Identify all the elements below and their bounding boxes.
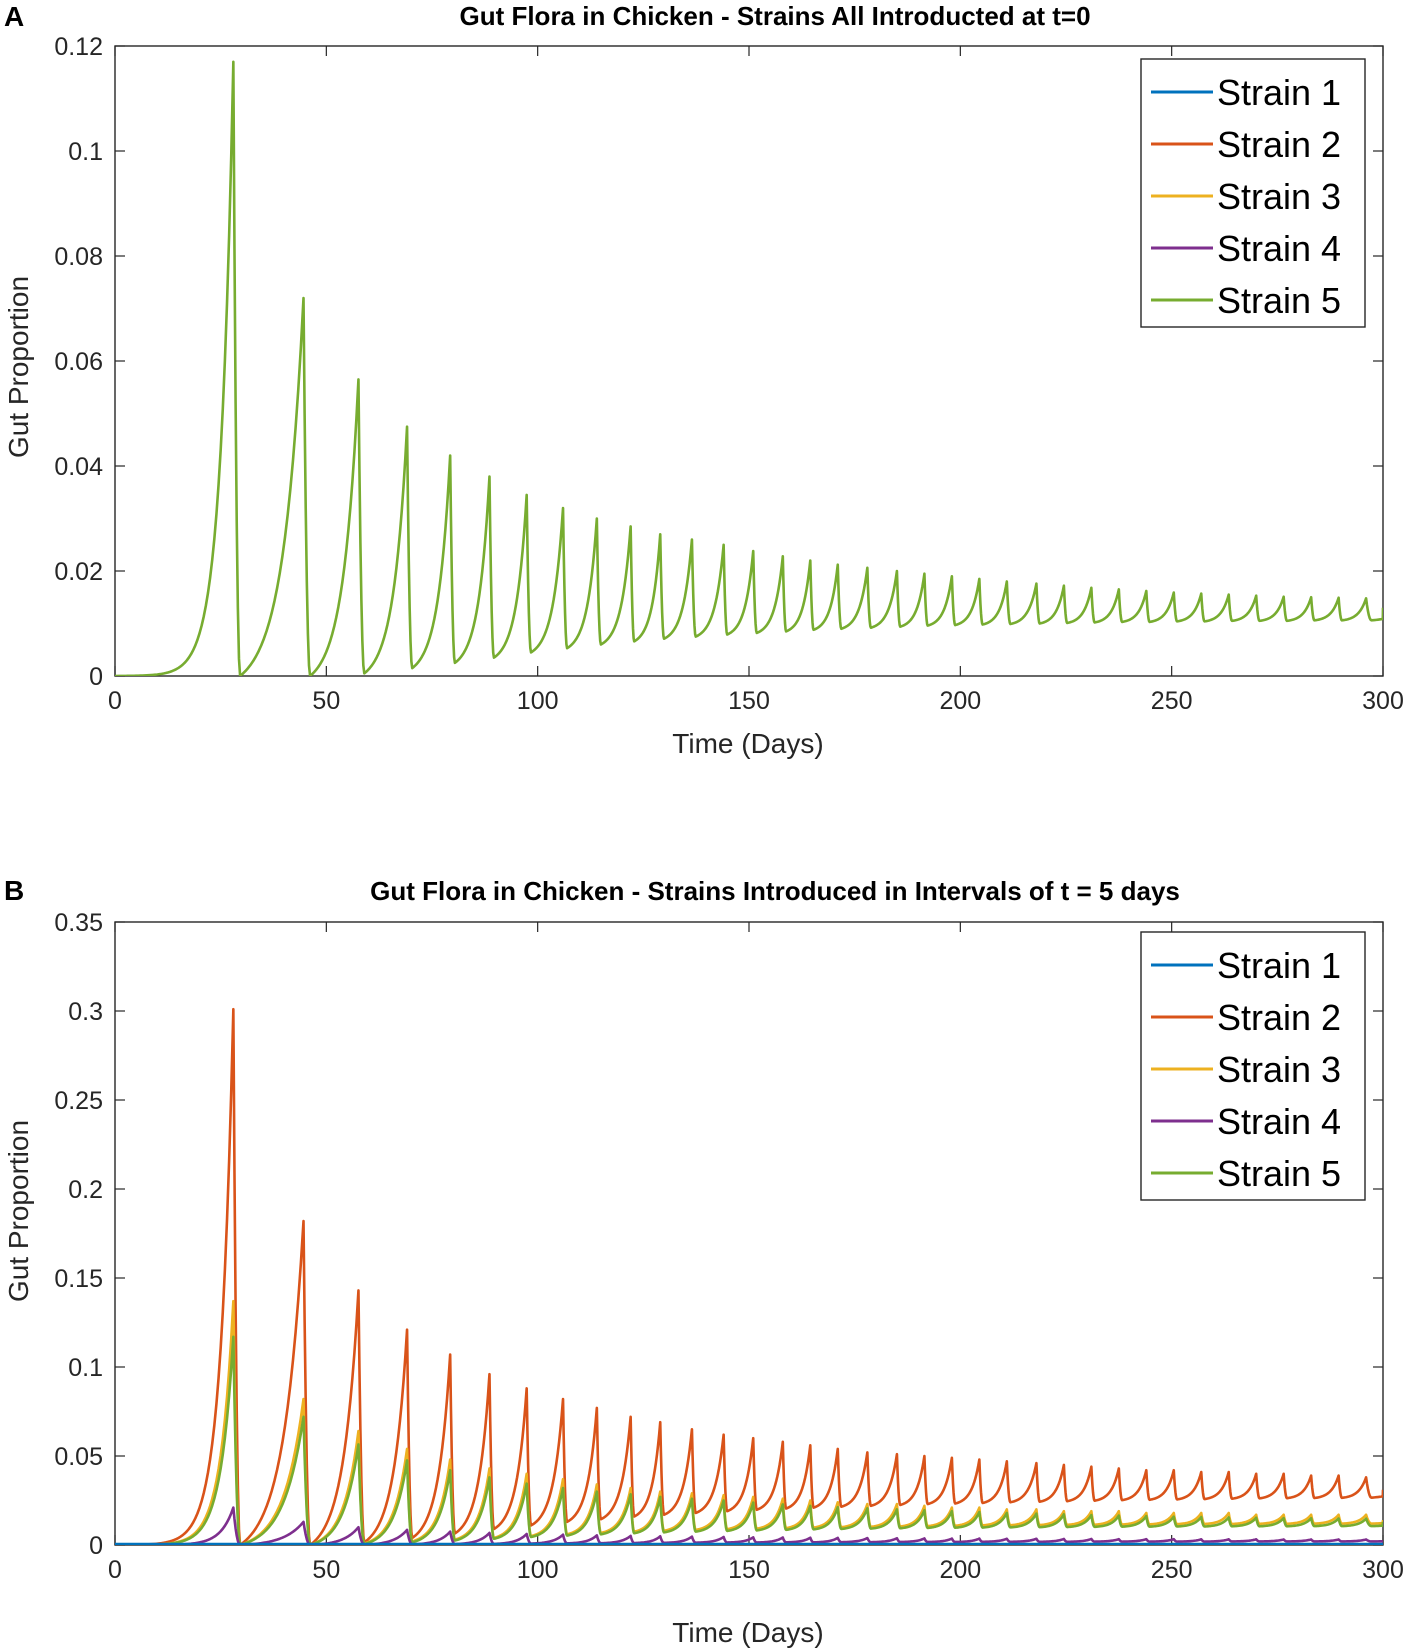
series-group-a — [115, 60, 1383, 676]
legend-a: Strain 1 Strain 2 Strain 3 Strain 4 Strain 5 — [1140, 58, 1366, 328]
x-tick-label-a: 150 — [728, 687, 770, 715]
y-tick-label-a: 0.12 — [54, 33, 103, 61]
y-tick-label-a: 0.08 — [54, 243, 103, 271]
panel-label-a: A — [4, 1, 24, 32]
y-tick-label-a: 0.02 — [54, 558, 103, 586]
x-tick-label-a: 250 — [1151, 687, 1193, 715]
y-tick-label-a: 0 — [89, 663, 103, 691]
y-tick-label-a: 0.1 — [68, 138, 103, 166]
series-line-strain-2 — [115, 1007, 1383, 1545]
legend-label-a: Strain 1 — [1217, 72, 1341, 113]
x-tick-label-b: 150 — [728, 1556, 770, 1584]
y-tick-label-b: 0 — [89, 1532, 103, 1560]
y-tick-label-a: 0.06 — [54, 348, 103, 376]
x-tick-label-b: 250 — [1151, 1556, 1193, 1584]
chart-panel-a: A Gut Flora in Chicken - Strains All Int… — [3, 1, 1404, 759]
legend-label-b: Strain 4 — [1217, 1101, 1341, 1142]
series-line-strain-5 — [115, 1335, 1383, 1545]
legend-label-a: Strain 3 — [1217, 176, 1341, 217]
legend-label-b: Strain 1 — [1217, 945, 1341, 986]
legend-label-a: Strain 4 — [1217, 228, 1341, 269]
series-group-b — [115, 1007, 1383, 1545]
x-tick-label-a: 0 — [108, 687, 122, 715]
y-tick-label-b: 0.15 — [54, 1265, 103, 1293]
chart-title-b: Gut Flora in Chicken - Strains Introduce… — [370, 876, 1180, 906]
x-tick-label-b: 100 — [517, 1556, 559, 1584]
panel-label-b: B — [4, 875, 24, 906]
x-tick-label-b: 200 — [939, 1556, 981, 1584]
y-tick-label-a: 0.04 — [54, 453, 103, 481]
legend-box-a — [1140, 58, 1366, 328]
x-tick-label-b: 0 — [108, 1556, 122, 1584]
legend-b: Strain 1 Strain 2 Strain 3 Strain 4 Strain 5 — [1140, 931, 1366, 1201]
x-axis-label-b: Time (Days) — [672, 1617, 823, 1648]
legend-label-a: Strain 2 — [1217, 124, 1341, 165]
x-tick-label-a: 100 — [517, 687, 559, 715]
legend-label-b: Strain 3 — [1217, 1049, 1341, 1090]
y-tick-label-b: 0.1 — [68, 1354, 103, 1382]
y-tick-label-b: 0.05 — [54, 1443, 103, 1471]
y-tick-label-b: 0.35 — [54, 909, 103, 937]
legend-box-b — [1140, 931, 1366, 1201]
series-line-strain-5 — [115, 60, 1383, 676]
x-tick-label-b: 50 — [312, 1556, 340, 1584]
y-tick-label-b: 0.3 — [68, 998, 103, 1026]
x-tick-label-a: 300 — [1362, 687, 1404, 715]
x-axis-label-a: Time (Days) — [672, 728, 823, 759]
y-axis-label-a: Gut Proportion — [3, 276, 34, 458]
legend-label-b: Strain 5 — [1217, 1153, 1341, 1194]
y-tick-label-b: 0.25 — [54, 1087, 103, 1115]
chart-title-a: Gut Flora in Chicken - Strains All Intro… — [459, 1, 1090, 31]
x-tick-label-a: 50 — [312, 687, 340, 715]
chart-panel-b: B Gut Flora in Chicken - Strains Introdu… — [3, 875, 1404, 1648]
x-tick-label-a: 200 — [939, 687, 981, 715]
y-axis-label-b: Gut Proportion — [3, 1120, 34, 1302]
legend-label-a: Strain 5 — [1217, 280, 1341, 321]
y-tick-label-b: 0.2 — [68, 1176, 103, 1204]
x-tick-label-b: 300 — [1362, 1556, 1404, 1584]
legend-label-b: Strain 2 — [1217, 997, 1341, 1038]
